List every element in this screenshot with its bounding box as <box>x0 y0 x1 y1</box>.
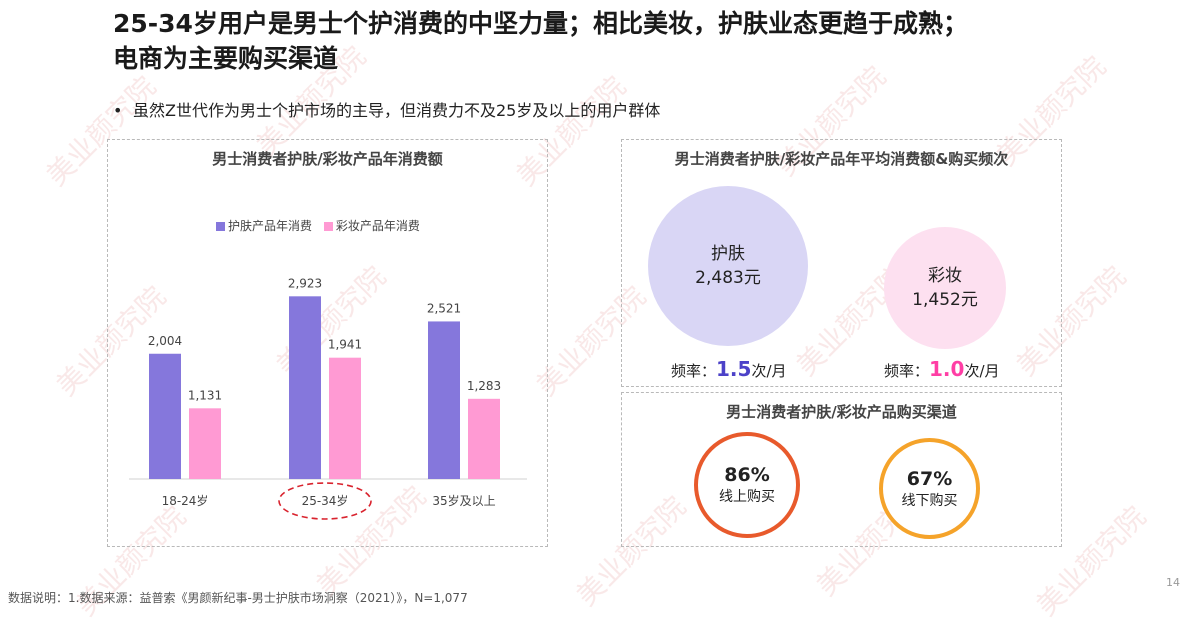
bullet-point: • 虽然Z世代作为男士个护市场的主导，但消费力不及25岁及以上的用户群体 <box>113 97 660 121</box>
bullet-dot: • <box>113 101 123 120</box>
bar-makeup-1 <box>329 357 361 479</box>
makeup-bubble-name: 彩妆 <box>928 266 962 286</box>
bar-skincare-0 <box>149 353 181 479</box>
makeup-frequency: 频率：1.0次/月 <box>884 357 1000 381</box>
bar-value-label-makeup-1: 1,941 <box>328 338 362 352</box>
skincare-bubble: 护肤 2,483元 <box>648 186 808 346</box>
highlight-ellipse <box>278 482 372 520</box>
bubble-panel-title: 男士消费者护肤/彩妆产品年平均消费额&购买频次 <box>674 150 1009 168</box>
bubble-panel: 男士消费者护肤/彩妆产品年平均消费额&购买频次 <box>621 139 1062 387</box>
x-tick-label-2: 35岁及以上 <box>432 493 495 508</box>
skincare-frequency: 频率：1.5次/月 <box>671 357 787 381</box>
skincare-bubble-amount: 2,483元 <box>695 268 761 288</box>
bar-skincare-2 <box>428 321 460 479</box>
legend-label-makeup: 彩妆产品年消费 <box>335 219 420 233</box>
makeup-bubble: 彩妆 1,452元 <box>884 227 1006 349</box>
offline-channel-ring: 67% 线下购买 <box>879 438 980 539</box>
legend-label-skincare: 护肤产品年消费 <box>228 219 313 233</box>
skincare-frequency-unit: 次/月 <box>751 362 787 380</box>
online-channel-ring: 86% 线上购买 <box>694 432 800 538</box>
page-title: 25-34岁用户是男士个护消费的中坚力量；相比美妆，护肤业态更趋于成熟； 电商为… <box>113 6 1173 76</box>
legend-item-makeup: 彩妆产品年消费 <box>323 219 420 233</box>
bar-chart-panel: 男士消费者护肤/彩妆产品年消费额 <box>107 139 548 547</box>
skincare-frequency-prefix: 频率： <box>671 362 717 380</box>
bullet-text: 虽然Z世代作为男士个护市场的主导，但消费力不及25岁及以上的用户群体 <box>133 101 661 120</box>
bar-value-label-makeup-0: 1,131 <box>188 388 222 402</box>
makeup-frequency-unit: 次/月 <box>964 362 1000 380</box>
footnote: 数据说明：1.数据来源：益普索《男颜新纪事-男士护肤市场洞察（2021）》，N=… <box>8 591 468 605</box>
makeup-bubble-amount: 1,452元 <box>912 290 978 310</box>
makeup-frequency-value: 1.0 <box>929 357 965 381</box>
bar-value-label-skincare-1: 2,923 <box>288 276 322 290</box>
legend-item-skincare: 护肤产品年消费 <box>216 219 312 233</box>
bar-value-label-skincare-0: 2,004 <box>148 334 182 348</box>
channel-panel: 男士消费者护肤/彩妆产品购买渠道 <box>621 392 1062 547</box>
offline-channel-label: 线下购买 <box>901 492 958 509</box>
bar-makeup-0 <box>189 408 221 479</box>
online-channel-percent: 86% <box>724 464 770 486</box>
x-tick-label-0: 18-24岁 <box>162 493 209 508</box>
title-line-1: 25-34岁用户是男士个护消费的中坚力量；相比美妆，护肤业态更趋于成熟； <box>113 9 968 38</box>
page-number: 14 <box>1166 576 1180 589</box>
bar-chart: 2,004 1,131 18-24岁 2,923 1,941 25-34岁 2,521 1,2… <box>129 276 527 520</box>
bar-skincare-1 <box>289 296 321 479</box>
online-channel-label: 线上购买 <box>719 489 775 505</box>
skincare-bubble-name: 护肤 <box>711 244 745 264</box>
legend-swatch-skincare <box>216 222 225 231</box>
bar-value-label-skincare-2: 2,521 <box>427 301 461 315</box>
channel-panel-title: 男士消费者护肤/彩妆产品购买渠道 <box>726 403 957 421</box>
offline-channel-percent: 67% <box>906 467 953 490</box>
makeup-frequency-prefix: 频率： <box>884 362 930 380</box>
bar-chart-legend: 护肤产品年消费 彩妆产品年消费 <box>216 217 428 234</box>
x-tick-label-1: 25-34岁 <box>302 493 349 508</box>
skincare-frequency-value: 1.5 <box>716 357 752 381</box>
title-line-2: 电商为主要购买渠道 <box>113 44 339 73</box>
bar-value-label-makeup-2: 1,283 <box>467 379 501 393</box>
legend-swatch-makeup <box>323 222 333 231</box>
bar-makeup-2 <box>468 398 500 479</box>
bar-chart-title: 男士消费者护肤/彩妆产品年消费额 <box>212 150 443 168</box>
